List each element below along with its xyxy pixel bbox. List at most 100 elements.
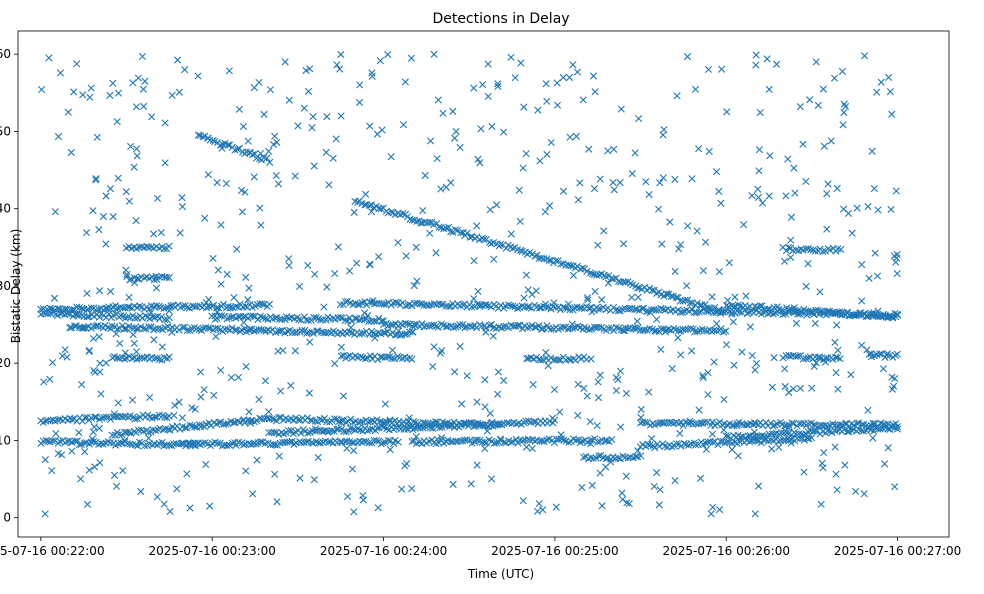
data-point	[419, 207, 427, 215]
data-point	[701, 418, 709, 426]
data-point	[210, 391, 218, 399]
data-point	[594, 378, 602, 386]
data-point	[298, 326, 306, 335]
data-point	[784, 423, 793, 432]
data-point	[129, 79, 137, 87]
data-point	[409, 426, 417, 434]
data-point	[718, 421, 726, 429]
data-point	[740, 221, 748, 229]
data-point	[634, 293, 642, 301]
data-point	[522, 443, 531, 451]
data-point	[841, 461, 849, 469]
data-point	[836, 355, 844, 363]
data-point	[734, 452, 742, 460]
data-point	[821, 358, 830, 366]
data-point	[817, 500, 825, 508]
data-point	[476, 159, 484, 167]
data-point	[255, 78, 263, 87]
data-point	[841, 102, 850, 111]
data-point	[802, 245, 810, 253]
data-point	[113, 354, 121, 362]
data-point	[550, 385, 559, 394]
data-point	[413, 277, 421, 285]
data-point	[707, 510, 715, 518]
data-point	[774, 438, 783, 446]
data-point	[810, 420, 818, 429]
data-point	[392, 298, 400, 306]
data-point	[113, 117, 121, 126]
data-point	[705, 147, 713, 156]
data-point	[658, 418, 666, 427]
data-point	[435, 223, 443, 231]
data-point	[183, 303, 191, 312]
data-point	[271, 314, 279, 322]
data-point	[877, 78, 885, 86]
data-point	[365, 201, 374, 210]
data-point	[270, 428, 278, 436]
data-point	[350, 447, 358, 455]
data-point	[578, 483, 586, 492]
data-point	[273, 138, 281, 146]
data-point	[90, 423, 98, 431]
data-point	[147, 308, 155, 317]
data-point	[870, 184, 878, 193]
data-point	[195, 421, 204, 429]
data-point	[152, 284, 161, 292]
data-point	[204, 134, 212, 142]
data-point	[616, 178, 624, 187]
data-point	[41, 456, 49, 464]
data-point	[559, 187, 568, 195]
data-point	[787, 439, 795, 447]
data-point	[864, 406, 872, 414]
data-point	[834, 385, 842, 393]
data-point	[388, 346, 397, 354]
data-point	[378, 126, 386, 134]
data-point	[254, 315, 262, 324]
data-point	[350, 439, 358, 447]
data-point	[473, 436, 481, 444]
data-point	[553, 101, 562, 109]
data-point	[429, 362, 437, 371]
data-point	[73, 310, 81, 318]
data-point	[106, 185, 115, 193]
data-point	[274, 180, 283, 188]
data-point	[324, 328, 332, 337]
data-point	[840, 100, 848, 108]
data-point	[433, 435, 441, 443]
data-point	[323, 283, 331, 291]
data-point	[272, 172, 280, 180]
data-point	[200, 386, 208, 394]
data-point	[412, 432, 420, 441]
data-point	[484, 60, 492, 68]
data-point	[785, 305, 793, 314]
data-point	[797, 420, 805, 428]
data-point	[535, 499, 543, 508]
data-point	[742, 421, 751, 429]
data-point	[583, 294, 592, 302]
data-point	[515, 186, 523, 194]
data-point	[366, 122, 374, 130]
data-point	[311, 270, 319, 278]
data-point	[802, 177, 810, 186]
data-point	[158, 438, 166, 447]
data-point	[616, 367, 625, 375]
data-point	[90, 463, 99, 471]
data-point	[619, 495, 627, 504]
data-point	[381, 328, 389, 337]
data-point	[106, 91, 114, 99]
data-point	[476, 301, 484, 309]
data-point	[83, 500, 92, 508]
data-point	[485, 321, 493, 330]
data-point	[728, 309, 736, 317]
data-point	[374, 504, 382, 512]
data-point	[742, 292, 750, 300]
data-point	[45, 54, 53, 62]
data-point	[179, 302, 187, 310]
data-point	[344, 352, 352, 361]
data-point	[238, 208, 247, 216]
data-point	[480, 235, 488, 243]
data-point	[354, 300, 362, 308]
data-point	[605, 324, 613, 332]
data-point	[823, 190, 831, 198]
data-point	[583, 355, 591, 363]
